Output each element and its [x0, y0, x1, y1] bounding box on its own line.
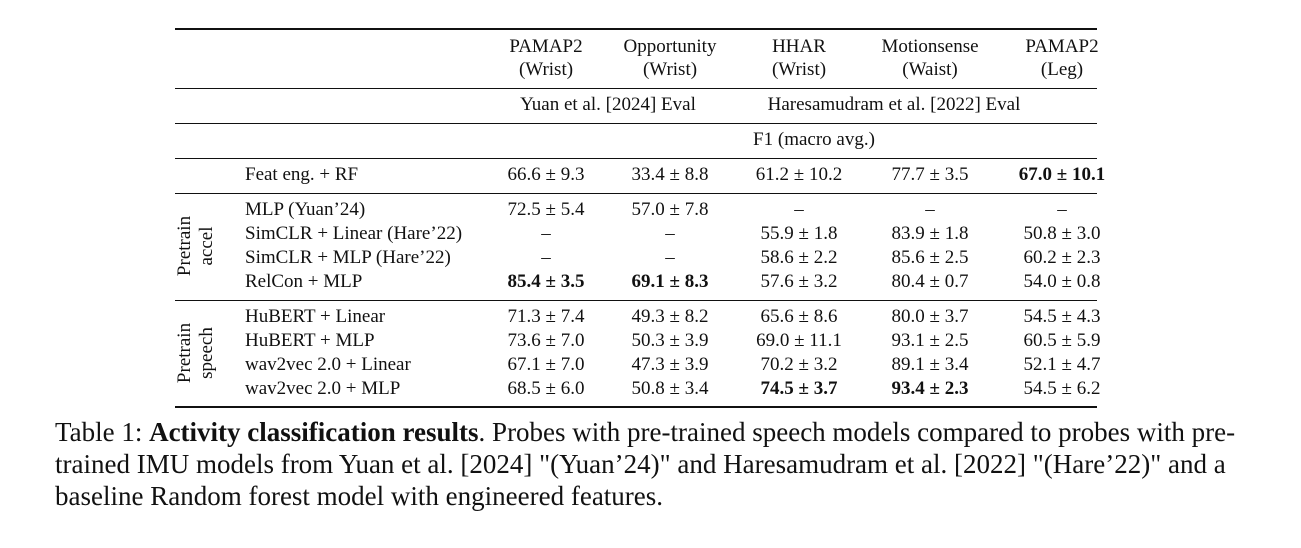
row-name: Feat eng. + RF — [245, 164, 359, 185]
group-label: speech — [196, 327, 217, 379]
cell: 85.4 ± 3.5 — [507, 271, 585, 292]
cell: – — [1057, 199, 1067, 220]
cell: 93.4 ± 2.3 — [891, 378, 969, 399]
top-rule — [175, 28, 1097, 30]
metric: F1 (macro avg.) — [753, 129, 875, 150]
column-header: PAMAP2 — [1025, 36, 1099, 57]
cell: 85.6 ± 2.5 — [891, 247, 969, 268]
cell: 47.3 ± 3.9 — [631, 354, 709, 375]
cell: 66.6 ± 9.3 — [507, 164, 585, 185]
cell: – — [794, 199, 804, 220]
cell: 33.4 ± 8.8 — [631, 164, 709, 185]
cell: 65.6 ± 8.6 — [760, 306, 838, 327]
cell: 50.8 ± 3.4 — [631, 378, 709, 399]
cell: 74.5 ± 3.7 — [760, 378, 838, 399]
cell: 73.6 ± 7.0 — [507, 330, 585, 351]
cell: 80.0 ± 3.7 — [891, 306, 969, 327]
group-label: Pretrain — [174, 322, 195, 384]
cell: – — [925, 199, 935, 220]
cell: 67.1 ± 7.0 — [507, 354, 585, 375]
cell: 69.0 ± 11.1 — [756, 330, 842, 351]
caption-label: Table 1: — [55, 417, 143, 447]
rule — [175, 123, 1097, 124]
cell: 68.5 ± 6.0 — [507, 378, 585, 399]
cell: 50.3 ± 3.9 — [631, 330, 709, 351]
column-header: HHAR — [772, 36, 826, 57]
cell: 89.1 ± 3.4 — [891, 354, 969, 375]
eval-group: Haresamudram et al. [2022] Eval — [767, 94, 1021, 115]
bottom-rule — [175, 406, 1097, 408]
group-label: Pretrain — [174, 215, 195, 277]
cell: 54.5 ± 4.3 — [1023, 306, 1101, 327]
cell: 80.4 ± 0.7 — [891, 271, 969, 292]
cell: – — [665, 247, 675, 268]
group-label: accel — [196, 226, 217, 266]
rule — [175, 158, 1097, 159]
cell: 49.3 ± 8.2 — [631, 306, 709, 327]
caption-text: . Probes with pre-trained speech models … — [55, 417, 1236, 511]
row-name: SimCLR + MLP (Hare’22) — [245, 247, 451, 268]
column-header: (Leg) — [1040, 59, 1084, 80]
cell: 83.9 ± 1.8 — [891, 223, 969, 244]
cell: 50.8 ± 3.0 — [1023, 223, 1101, 244]
cell: 70.2 ± 3.2 — [760, 354, 838, 375]
column-header: Motionsense — [881, 36, 979, 57]
rule — [175, 193, 1097, 194]
row-name: wav2vec 2.0 + MLP — [245, 378, 401, 399]
cell: 57.0 ± 7.8 — [631, 199, 709, 220]
cell: – — [541, 247, 551, 268]
cell: 52.1 ± 4.7 — [1023, 354, 1101, 375]
cell: 58.6 ± 2.2 — [760, 247, 838, 268]
cell: 67.0 ± 10.1 — [1018, 164, 1106, 185]
column-header: (Waist) — [902, 59, 958, 80]
row-name: RelCon + MLP — [245, 271, 363, 292]
cell: 69.1 ± 8.3 — [631, 271, 709, 292]
cell: 54.5 ± 6.2 — [1023, 378, 1101, 399]
caption: Table 1: Activity classification results… — [55, 416, 1255, 512]
row-name: HuBERT + MLP — [245, 330, 375, 351]
cell: 61.2 ± 10.2 — [755, 164, 843, 185]
rule — [175, 88, 1097, 89]
rule — [175, 300, 1097, 301]
cell: 57.6 ± 3.2 — [760, 271, 838, 292]
cell: – — [541, 223, 551, 244]
cell: 60.2 ± 2.3 — [1023, 247, 1101, 268]
caption-title: Activity classification results — [149, 417, 479, 447]
row-name: wav2vec 2.0 + Linear — [245, 354, 411, 375]
column-header: Opportunity — [623, 36, 717, 57]
cell: 60.5 ± 5.9 — [1023, 330, 1101, 351]
cell: – — [665, 223, 675, 244]
cell: 55.9 ± 1.8 — [760, 223, 838, 244]
row-name: MLP (Yuan’24) — [245, 199, 366, 220]
row-name: SimCLR + Linear (Hare’22) — [245, 223, 463, 244]
row-name: HuBERT + Linear — [245, 306, 386, 327]
cell: 54.0 ± 0.8 — [1023, 271, 1101, 292]
column-header: (Wrist) — [518, 59, 574, 80]
column-header: (Wrist) — [771, 59, 827, 80]
eval-group: Yuan et al. [2024] Eval — [520, 94, 696, 115]
column-header: (Wrist) — [642, 59, 698, 80]
cell: 72.5 ± 5.4 — [507, 199, 585, 220]
cell: 93.1 ± 2.5 — [891, 330, 969, 351]
column-header: PAMAP2 — [509, 36, 583, 57]
cell: 71.3 ± 7.4 — [507, 306, 585, 327]
cell: 77.7 ± 3.5 — [891, 164, 969, 185]
